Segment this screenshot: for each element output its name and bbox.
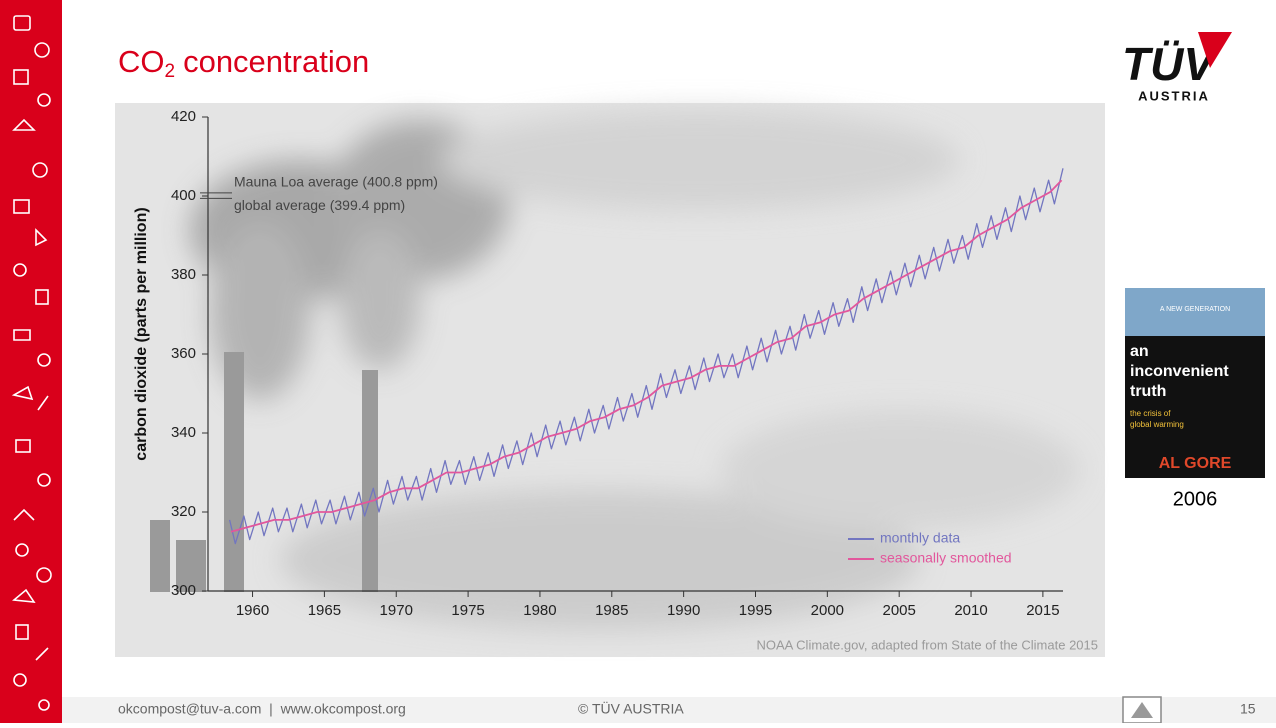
y-axis-label: carbon dioxide (parts per million): [133, 207, 150, 460]
book-title-line: truth: [1130, 383, 1166, 400]
logo-country: AUSTRIA: [1138, 88, 1210, 103]
slide: CO2concentration TÜV AUSTRIA 30032034036…: [0, 0, 1276, 723]
legend-label: monthly data: [880, 530, 960, 546]
x-tick-label: 1985: [595, 602, 628, 619]
y-tick-label: 360: [171, 345, 196, 362]
side-strip: [0, 0, 62, 723]
y-tick-label: 300: [171, 582, 196, 599]
annotation-text: Mauna Loa average (400.8 ppm): [234, 174, 438, 190]
book-year: 2006: [1173, 488, 1218, 510]
x-tick-label: 2015: [1026, 602, 1059, 619]
up-button[interactable]: [1123, 697, 1161, 723]
title-subscript: 2: [165, 61, 176, 82]
footer-contact: okcompost@tuv-a.com | www.okcompost.org: [118, 701, 406, 717]
book-tagline: A NEW GENERATION: [1160, 306, 1230, 313]
book-title-line: an: [1130, 343, 1149, 360]
book-title-line: inconvenient: [1130, 363, 1229, 380]
book-subtitle: global warming: [1130, 420, 1184, 429]
y-tick-label: 320: [171, 503, 196, 520]
slide-title: CO2 concentration: [118, 44, 369, 82]
y-tick-label: 420: [171, 108, 196, 125]
source-note: NOAA Climate.gov, adapted from State of …: [756, 637, 1098, 652]
y-tick-label: 380: [171, 266, 196, 283]
y-tick-label: 400: [171, 187, 196, 204]
book-subtitle: the crisis of: [1130, 409, 1171, 418]
x-tick-label: 1965: [308, 602, 341, 619]
y-tick-label: 340: [171, 424, 196, 441]
footer-copyright: © TÜV AUSTRIA: [578, 700, 684, 717]
x-tick-label: 2010: [954, 602, 987, 619]
x-tick-label: 1960: [236, 602, 269, 619]
page-number: 15: [1240, 701, 1256, 717]
legend-label: seasonally smoothed: [880, 550, 1012, 566]
x-tick-label: 1975: [451, 602, 484, 619]
x-tick-label: 2005: [882, 602, 915, 619]
x-tick-label: 2000: [811, 602, 844, 619]
x-tick-label: 1970: [380, 602, 413, 619]
title-main: CO: [118, 44, 165, 79]
x-tick-label: 1995: [739, 602, 772, 619]
book-author: AL GORE: [1159, 455, 1232, 472]
title-rest: concentration: [183, 44, 369, 79]
x-tick-label: 1980: [523, 602, 556, 619]
x-tick-label: 1990: [667, 602, 700, 619]
annotation-text: global average (399.4 ppm): [234, 197, 405, 213]
